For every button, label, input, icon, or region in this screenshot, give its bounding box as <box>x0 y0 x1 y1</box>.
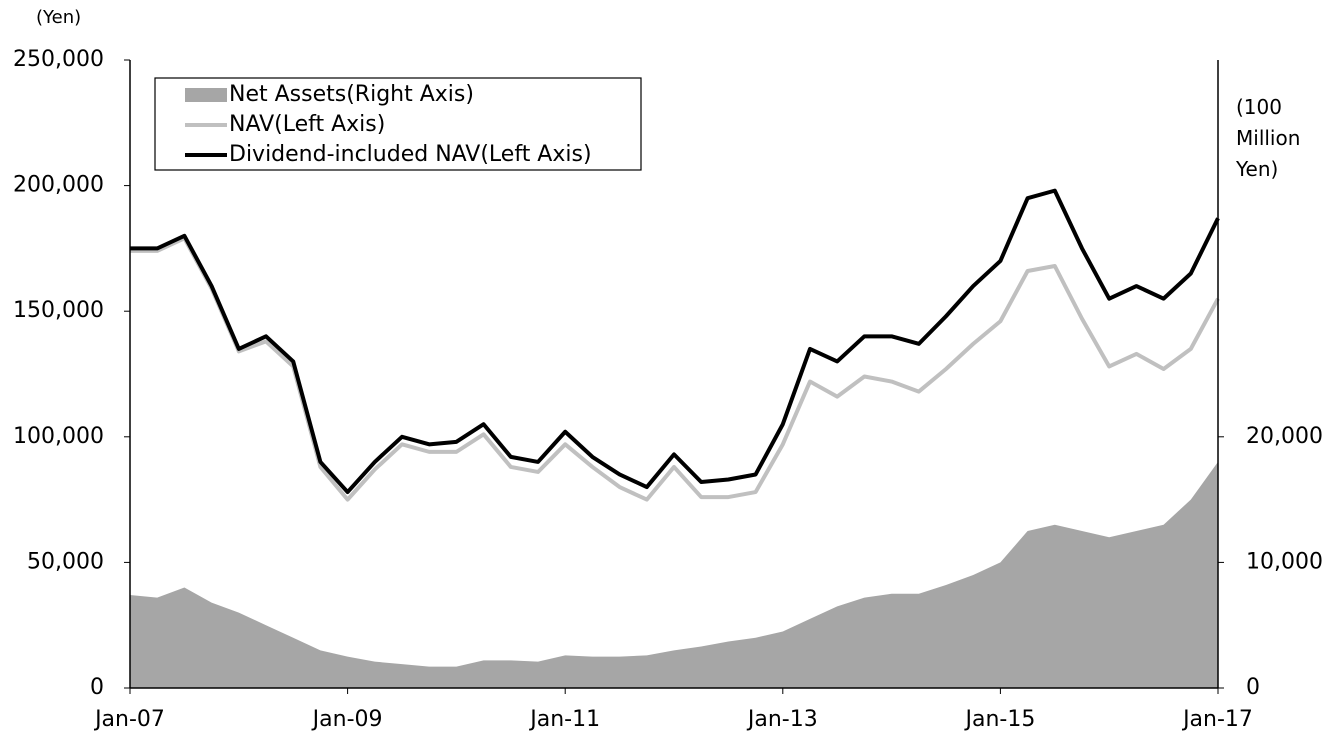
plot <box>130 188 1220 688</box>
x-tick-label: Jan-11 <box>528 707 600 732</box>
legend-label: NAV(Left Axis) <box>229 112 385 137</box>
y-tick-label: 150,000 <box>13 298 104 323</box>
legend-label: Net Assets(Right Axis) <box>229 82 474 107</box>
y-axis-label: (Yen) <box>36 7 81 28</box>
y-tick-label: 50,000 <box>27 549 104 574</box>
legend-label: Dividend-included NAV(Left Axis) <box>229 142 592 167</box>
y2-tick-label: 20,000 <box>1246 424 1323 449</box>
y-tick-label: 200,000 <box>13 173 104 198</box>
y2-axis-label: (100 Million Yen) <box>1236 95 1301 181</box>
y2-tick-label: 10,000 <box>1246 549 1323 574</box>
y-tick-label: 100,000 <box>13 424 104 449</box>
y-tick-label: 0 <box>90 675 104 700</box>
y2-tick-label: 0 <box>1246 675 1260 700</box>
x-tick-label: Jan-09 <box>311 707 383 732</box>
line <box>130 188 1220 495</box>
x-tick-label: Jan-07 <box>93 707 165 732</box>
y-tick-label: 250,000 <box>13 47 104 72</box>
legend-swatch <box>185 88 227 102</box>
x-tick-label: Jan-15 <box>963 707 1035 732</box>
legend-box <box>154 77 642 171</box>
area <box>130 461 1218 688</box>
x-tick-label: Jan-17 <box>1181 707 1253 732</box>
x-tick-label: Jan-13 <box>746 707 818 732</box>
